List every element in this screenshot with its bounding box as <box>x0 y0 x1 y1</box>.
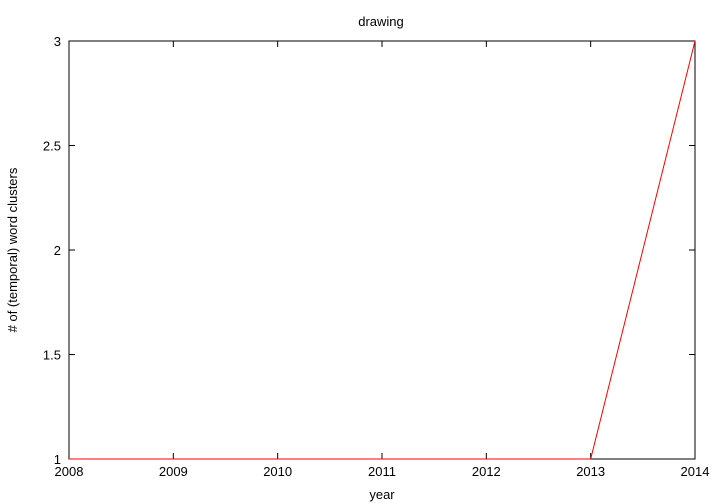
x-axis-label: year <box>369 487 395 502</box>
x-tick-label: 2014 <box>681 464 710 479</box>
plot-frame <box>68 40 696 460</box>
series-layer <box>68 40 696 460</box>
x-tick-label: 2011 <box>368 464 396 479</box>
y-tick-label: 2 <box>54 243 61 258</box>
y-tick-label: 3 <box>54 34 61 49</box>
series-line <box>69 40 696 460</box>
y-tick-label: 1.5 <box>43 348 61 363</box>
x-tick-label: 2013 <box>576 464 605 479</box>
x-tick-label: 2012 <box>472 464 501 479</box>
x-tick-label: 2010 <box>263 464 292 479</box>
y-tick-label: 2.5 <box>43 139 61 154</box>
x-tick-label: 2009 <box>159 464 188 479</box>
x-axis: 2008 2009 2010 2011 2012 2013 2014 <box>55 41 710 479</box>
y-axis: 1 1.5 2 2.5 3 <box>43 34 695 467</box>
y-tick-label: 1 <box>54 452 61 467</box>
chart-title: drawing <box>358 14 404 29</box>
y-axis-label: # of (temporal) word clusters <box>5 167 20 332</box>
x-tick-label: 2008 <box>55 464 84 479</box>
